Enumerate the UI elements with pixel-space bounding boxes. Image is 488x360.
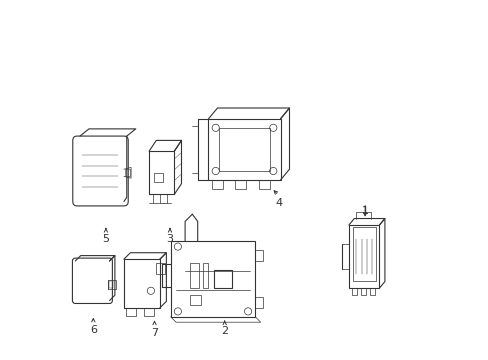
Bar <box>107 280 115 289</box>
Text: 3: 3 <box>166 234 173 244</box>
Text: 5: 5 <box>102 234 109 244</box>
Bar <box>235 180 246 189</box>
Bar <box>208 119 280 180</box>
Bar <box>123 259 160 308</box>
Bar <box>213 270 231 288</box>
Bar <box>154 173 163 182</box>
Bar <box>348 225 379 288</box>
Bar <box>219 128 269 171</box>
Bar <box>203 263 208 288</box>
Bar <box>124 169 130 176</box>
Bar <box>190 263 199 288</box>
Text: 4: 4 <box>275 198 282 208</box>
Bar <box>258 180 269 189</box>
Text: 2: 2 <box>221 326 228 336</box>
Text: 6: 6 <box>90 325 97 336</box>
Bar <box>352 227 375 281</box>
Bar <box>156 263 165 274</box>
Bar <box>255 250 262 261</box>
Bar <box>170 241 255 317</box>
Bar <box>190 294 201 305</box>
Bar <box>255 297 262 308</box>
Text: 7: 7 <box>151 328 158 338</box>
Bar <box>108 282 113 288</box>
Text: 1: 1 <box>361 206 368 216</box>
Bar <box>212 180 223 189</box>
